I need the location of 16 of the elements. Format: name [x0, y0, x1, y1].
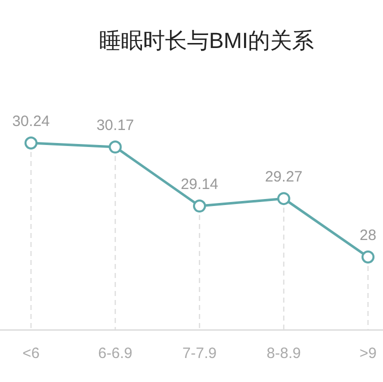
x-tick-label: >9 — [359, 345, 377, 362]
x-tick-label: 6-6.9 — [98, 345, 132, 362]
data-label: 30.17 — [96, 117, 134, 134]
data-label: 28 — [360, 227, 376, 244]
point — [277, 192, 290, 206]
x-tick-label: 8-8.9 — [266, 345, 301, 362]
point — [362, 250, 374, 264]
data-label: 29.14 — [180, 176, 218, 194]
point — [193, 200, 206, 213]
point — [24, 136, 38, 150]
data-label: 29.27 — [264, 168, 303, 186]
chart-title: 睡眠时长与BMI的关系 — [98, 28, 314, 53]
x-tick-label: <6 — [22, 345, 40, 362]
x-tick-label: 7-7.9 — [182, 345, 217, 362]
data-label: 30.24 — [12, 113, 50, 130]
point — [108, 140, 122, 154]
